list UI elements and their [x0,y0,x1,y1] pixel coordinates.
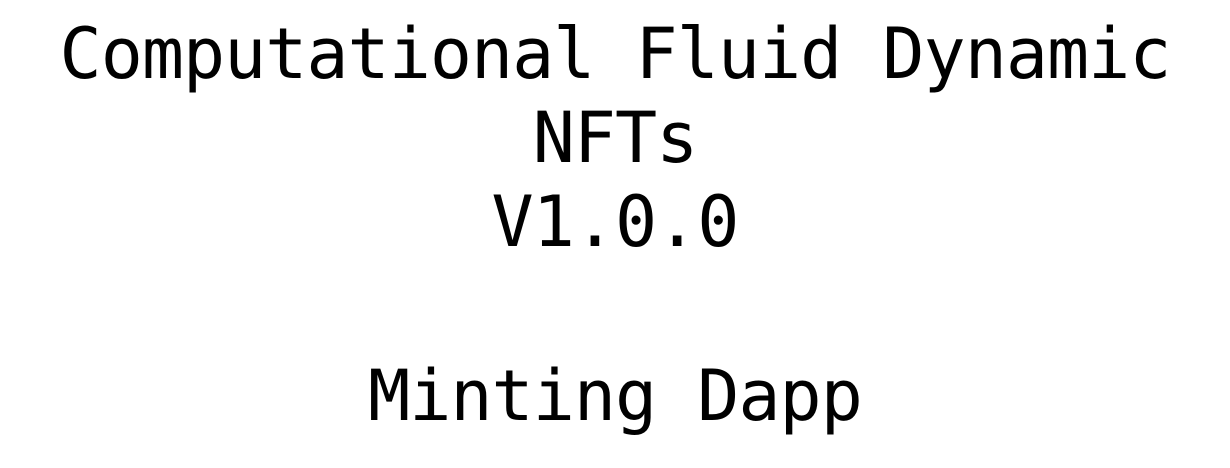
page-title: Computational Fluid Dynamic NFTs V1.0.0 [59,12,1172,264]
title-line-2: NFTs [532,97,699,179]
version-label: V1.0.0 [491,181,740,263]
title-line-1: Computational Fluid Dynamic [59,13,1172,95]
page-subtitle: Minting Dapp [368,355,863,437]
